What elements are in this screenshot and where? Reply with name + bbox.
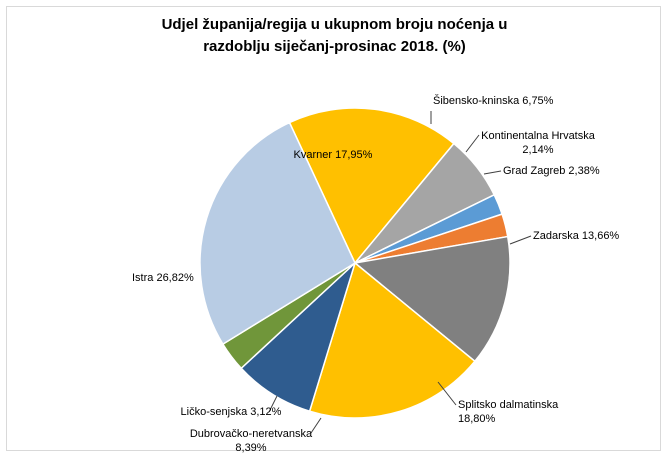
leader-line [483,170,502,175]
slice-label-line-1: Istra 26,82% [132,272,194,284]
pie-slice [353,235,511,363]
slice-label: Splitsko dalmatinska 18,80% [458,399,559,425]
slice-label-line-2: 8,39% [235,442,266,454]
slice-label-line-1: Grad Zagreb 2,38% [503,165,600,177]
pie-slice [288,107,455,265]
slice-label: Kvarner 17,95% [294,149,373,161]
slice-label-line-1: Splitsko dalmatinska [458,399,559,411]
chart-title-line-2: razdoblju siječanj-prosinac 2018. (%) [203,38,466,55]
slice-label-line-2: 2,14% [522,144,553,156]
slice-label: Šibensko-kninska 6,75% [433,94,554,107]
pie-slice [308,261,476,419]
leader-line [310,417,322,434]
slice-label: Grad Zagreb 2,38% [503,165,600,177]
slice-label-line-1: Zadarska 13,66% [533,230,619,242]
chart-title: Udjel županija/regija u ukupnom broju no… [0,14,669,58]
slice-label: Istra 26,82% [132,272,194,284]
leader-line [465,134,480,153]
slice-label-line-1: Kvarner 17,95% [294,149,373,161]
slice-label: Dubrovačko-neretvanska 8,39% [190,428,313,454]
leader-line [509,235,532,245]
slice-label-line-1: Dubrovačko-neretvanska [190,428,313,440]
slice-label: Kontinentalna Hrvatska 2,14% [481,130,596,156]
pie-slice [199,121,356,346]
chart-title-line-1: Udjel županija/regija u ukupnom broju no… [161,16,508,33]
slice-label: Zadarska 13,66% [533,230,619,242]
leader-line [437,381,457,406]
slice-label-line-1: Ličko-senjska 3,12% [181,406,282,418]
slice-label-line-1: Šibensko-kninska 6,75% [433,94,554,107]
slice-label: Ličko-senjska 3,12% [181,406,282,418]
leader-line [268,395,278,413]
slice-label-line-2: 18,80% [458,413,496,425]
slice-label-line-1: Kontinentalna Hrvatska [481,130,596,142]
